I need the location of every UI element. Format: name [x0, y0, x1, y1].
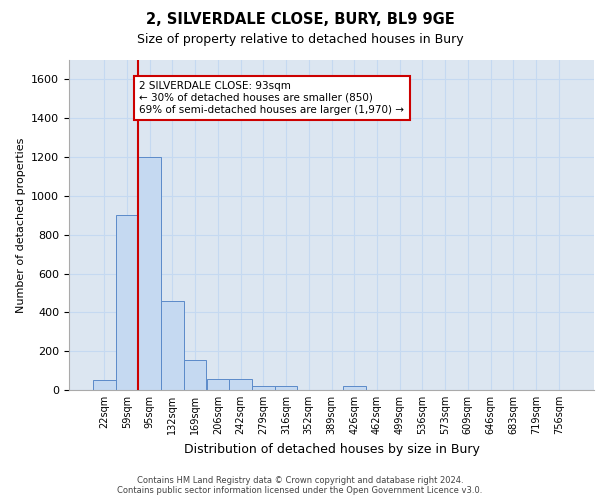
X-axis label: Distribution of detached houses by size in Bury: Distribution of detached houses by size …	[184, 442, 479, 456]
Bar	[139, 157, 161, 390]
Bar	[93, 380, 116, 390]
Bar	[343, 386, 365, 390]
Text: 2, SILVERDALE CLOSE, BURY, BL9 9GE: 2, SILVERDALE CLOSE, BURY, BL9 9GE	[146, 12, 454, 28]
Bar	[116, 216, 139, 390]
Bar	[161, 300, 184, 390]
Text: 2 SILVERDALE CLOSE: 93sqm
← 30% of detached houses are smaller (850)
69% of semi: 2 SILVERDALE CLOSE: 93sqm ← 30% of detac…	[139, 82, 404, 114]
Bar	[206, 380, 229, 390]
Bar	[275, 386, 298, 390]
Y-axis label: Number of detached properties: Number of detached properties	[16, 138, 26, 312]
Text: Size of property relative to detached houses in Bury: Size of property relative to detached ho…	[137, 32, 463, 46]
Bar	[252, 386, 275, 390]
Bar	[229, 380, 252, 390]
Text: Contains HM Land Registry data © Crown copyright and database right 2024.
Contai: Contains HM Land Registry data © Crown c…	[118, 476, 482, 495]
Bar	[184, 360, 206, 390]
